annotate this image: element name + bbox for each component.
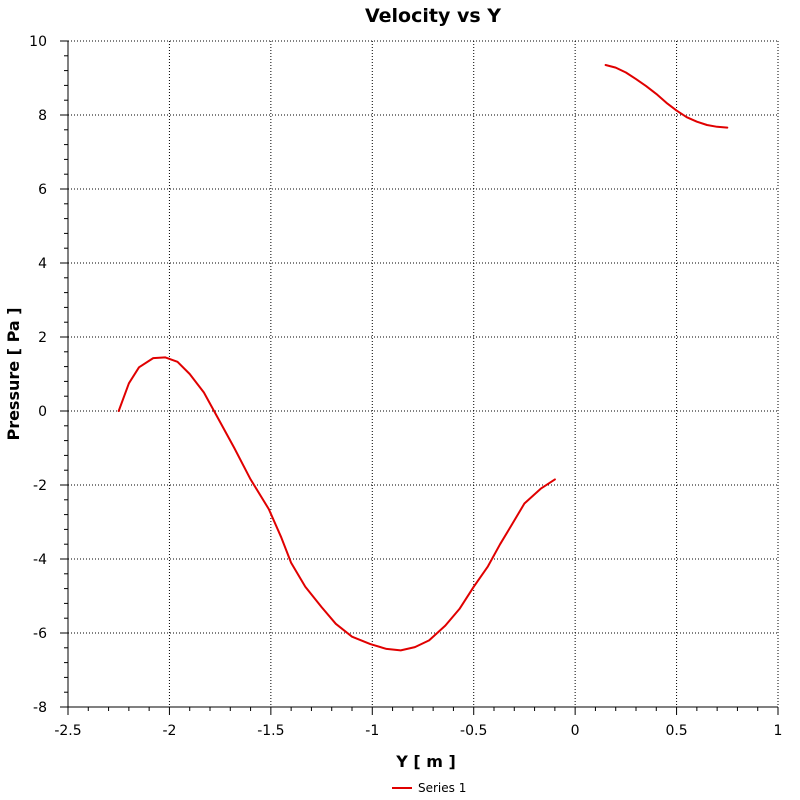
y-tick-label: 4 (38, 256, 47, 272)
y-tick-label: -2 (33, 478, 47, 494)
y-tick-label: 10 (29, 34, 47, 50)
x-axis-ticks: -2.5 -2 -1.5 -1 -0.5 0 0.5 1 (54, 707, 782, 739)
y-tick-label: -8 (33, 700, 47, 716)
x-tick-label: -2 (162, 723, 176, 739)
y-tick-label: 8 (38, 108, 47, 124)
x-tick-label: -1 (365, 723, 379, 739)
grid (67, 40, 779, 708)
y-axis-ticks: -8 -6 -4 -2 0 2 4 6 8 10 (29, 34, 68, 716)
y-tick-label: 2 (38, 330, 47, 346)
series-line-segment (604, 64, 729, 129)
y-tick-label: 6 (38, 182, 47, 198)
y-axis-label: Pressure [ Pa ] (4, 307, 23, 440)
chart-title: Velocity vs Y (365, 5, 501, 27)
x-tick-label: 1 (774, 723, 783, 739)
series-line-segment (117, 356, 556, 652)
x-tick-label: -1.5 (257, 723, 284, 739)
x-tick-label: -2.5 (54, 723, 81, 739)
x-tick-label: -0.5 (460, 723, 487, 739)
y-tick-label: 0 (38, 404, 47, 420)
x-axis-label: Y [ m ] (395, 752, 456, 771)
x-tick-label: 0.5 (665, 723, 687, 739)
legend-label: Series 1 (418, 781, 466, 795)
plot-frame (62, 41, 778, 713)
y-tick-label: -6 (33, 626, 47, 642)
x-tick-label: 0 (571, 723, 580, 739)
series-layer (117, 64, 729, 652)
y-tick-label: -4 (33, 552, 47, 568)
legend: Series 1 (392, 781, 466, 795)
